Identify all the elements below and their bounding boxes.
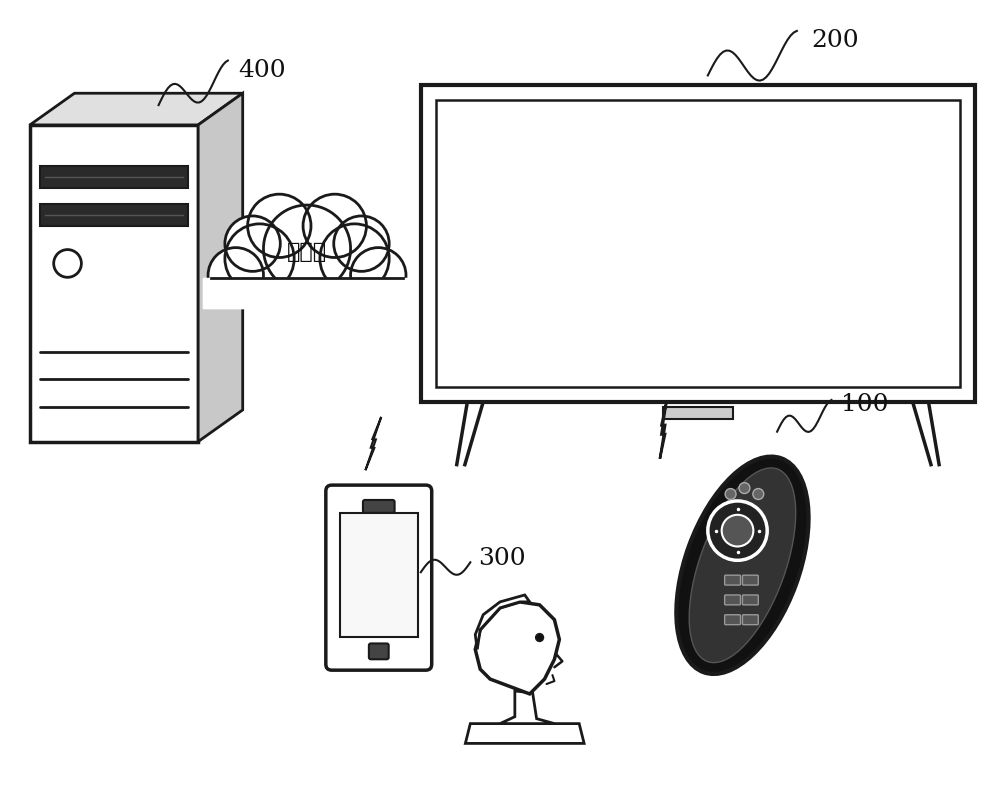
- Polygon shape: [30, 93, 243, 125]
- Circle shape: [334, 216, 389, 271]
- Circle shape: [536, 634, 544, 642]
- Circle shape: [54, 249, 81, 277]
- Polygon shape: [475, 602, 559, 694]
- FancyBboxPatch shape: [369, 643, 389, 659]
- FancyBboxPatch shape: [340, 512, 418, 637]
- Text: 100: 100: [841, 394, 889, 416]
- Polygon shape: [198, 93, 243, 442]
- Polygon shape: [465, 723, 584, 743]
- FancyBboxPatch shape: [30, 125, 198, 442]
- Circle shape: [722, 515, 753, 546]
- Text: 400: 400: [238, 59, 285, 82]
- Circle shape: [225, 216, 280, 271]
- Text: 300: 300: [478, 547, 526, 570]
- Polygon shape: [475, 595, 530, 650]
- FancyBboxPatch shape: [436, 100, 960, 387]
- Circle shape: [303, 194, 366, 257]
- Circle shape: [263, 205, 351, 292]
- FancyBboxPatch shape: [40, 204, 188, 226]
- FancyBboxPatch shape: [725, 595, 740, 605]
- FancyBboxPatch shape: [725, 575, 740, 585]
- Circle shape: [248, 194, 311, 257]
- FancyBboxPatch shape: [363, 500, 395, 512]
- Circle shape: [708, 501, 767, 561]
- Text: 互联网: 互联网: [287, 241, 327, 261]
- FancyBboxPatch shape: [742, 615, 758, 625]
- Polygon shape: [500, 691, 554, 723]
- Ellipse shape: [689, 468, 796, 662]
- Circle shape: [351, 248, 406, 303]
- Circle shape: [753, 488, 764, 500]
- FancyBboxPatch shape: [742, 575, 758, 585]
- Polygon shape: [365, 417, 381, 470]
- Circle shape: [725, 488, 736, 500]
- FancyBboxPatch shape: [725, 615, 740, 625]
- FancyBboxPatch shape: [40, 167, 188, 188]
- Circle shape: [739, 483, 750, 493]
- Circle shape: [225, 224, 294, 294]
- Ellipse shape: [676, 456, 809, 674]
- FancyBboxPatch shape: [326, 485, 432, 670]
- Circle shape: [208, 248, 263, 303]
- FancyBboxPatch shape: [742, 595, 758, 605]
- Polygon shape: [660, 400, 667, 459]
- Circle shape: [320, 224, 389, 294]
- FancyBboxPatch shape: [663, 407, 733, 419]
- FancyBboxPatch shape: [421, 85, 975, 402]
- Text: 200: 200: [812, 30, 859, 52]
